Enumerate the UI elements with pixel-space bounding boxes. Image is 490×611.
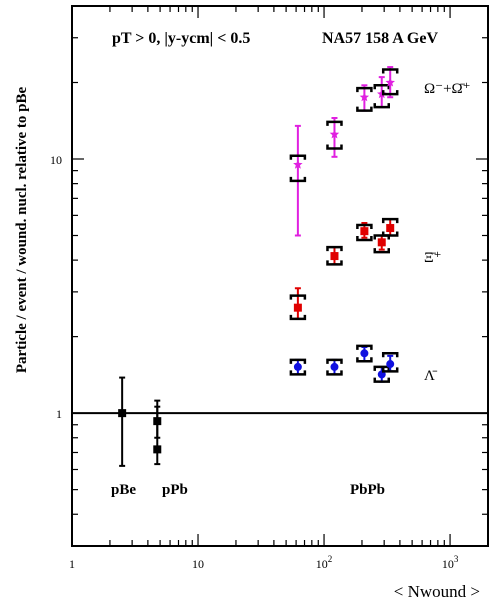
sys-bracket-top — [326, 245, 343, 252]
data-point — [386, 360, 395, 369]
sys-bracket-bottom — [356, 357, 373, 363]
series-group — [153, 399, 162, 466]
sys-bracket-top — [373, 365, 390, 371]
sys-bracket-bottom — [289, 314, 307, 321]
series-group — [289, 217, 399, 321]
plot-frame — [71, 5, 489, 547]
data-point — [359, 92, 370, 102]
y-tick-label: 1 — [56, 407, 62, 421]
x-axis-label: < Nwound > — [394, 582, 480, 601]
data-point — [293, 362, 302, 371]
sys-bracket-bottom — [373, 248, 390, 254]
data-marks — [118, 66, 399, 467]
y-tick-label: 10 — [50, 153, 62, 167]
data-point — [293, 159, 303, 169]
sys-bracket-bottom — [356, 106, 373, 112]
sys-bracket-bottom — [356, 236, 373, 242]
sys-bracket-top — [381, 68, 399, 74]
data-point — [329, 129, 340, 139]
sys-bracket-bottom — [381, 367, 399, 373]
sys-bracket-top — [289, 358, 307, 364]
annotation-pbe: pBe — [111, 482, 136, 498]
sys-bracket-top — [326, 358, 343, 364]
sys-bracket-bottom — [381, 231, 399, 237]
sys-bracket-top — [289, 154, 307, 160]
sys-bracket-top — [289, 294, 307, 300]
data-point — [385, 77, 395, 87]
data-point — [360, 349, 369, 358]
sys-bracket-bottom — [373, 377, 390, 383]
sys-bracket-top — [356, 86, 373, 93]
data-point — [330, 362, 339, 371]
sys-bracket-bottom — [373, 103, 390, 109]
header-left: pT > 0, |y-ycm| < 0.5 — [112, 30, 250, 47]
sys-bracket-bottom — [326, 260, 343, 266]
series-group — [289, 66, 399, 237]
sys-bracket-top — [373, 234, 390, 240]
x-tick-label: 1 — [69, 557, 75, 571]
data-point — [153, 445, 162, 454]
sys-bracket-top — [326, 120, 343, 126]
annotation-pbpb: PbPb — [350, 482, 385, 498]
data-point — [293, 303, 302, 312]
x-tick-label: 10 — [192, 557, 204, 571]
data-point — [386, 224, 395, 233]
sys-bracket-top — [356, 344, 373, 350]
series-group — [118, 376, 127, 467]
series-label-lambda: Λ̄ — [424, 368, 438, 384]
series-label-omega: Ω⁻+Ω̄⁺ — [424, 81, 471, 97]
data-point — [118, 409, 127, 418]
sys-bracket-top — [381, 217, 399, 224]
header-right: NA57 158 A GeV — [322, 30, 438, 47]
series-group — [289, 344, 399, 383]
x-tick-label: 103 — [442, 554, 459, 571]
sys-bracket-bottom — [326, 144, 343, 150]
sys-bracket-top — [373, 84, 390, 90]
sys-bracket-bottom — [326, 370, 343, 376]
annotation-ppb: pPb — [162, 482, 188, 498]
data-point — [330, 252, 339, 261]
data-point — [377, 238, 386, 247]
sys-bracket-top — [381, 352, 399, 358]
y-axis-label: Particle / event / wound. nucl. relative… — [14, 86, 30, 373]
sys-bracket-bottom — [289, 176, 307, 183]
sys-bracket-top — [356, 223, 373, 229]
sys-bracket-bottom — [289, 370, 307, 376]
x-tick-label: 102 — [316, 554, 333, 571]
data-point — [360, 227, 369, 236]
series-label-xi: Ξ̄⁺ — [424, 250, 442, 266]
sys-bracket-bottom — [381, 90, 399, 96]
data-point — [377, 89, 387, 99]
